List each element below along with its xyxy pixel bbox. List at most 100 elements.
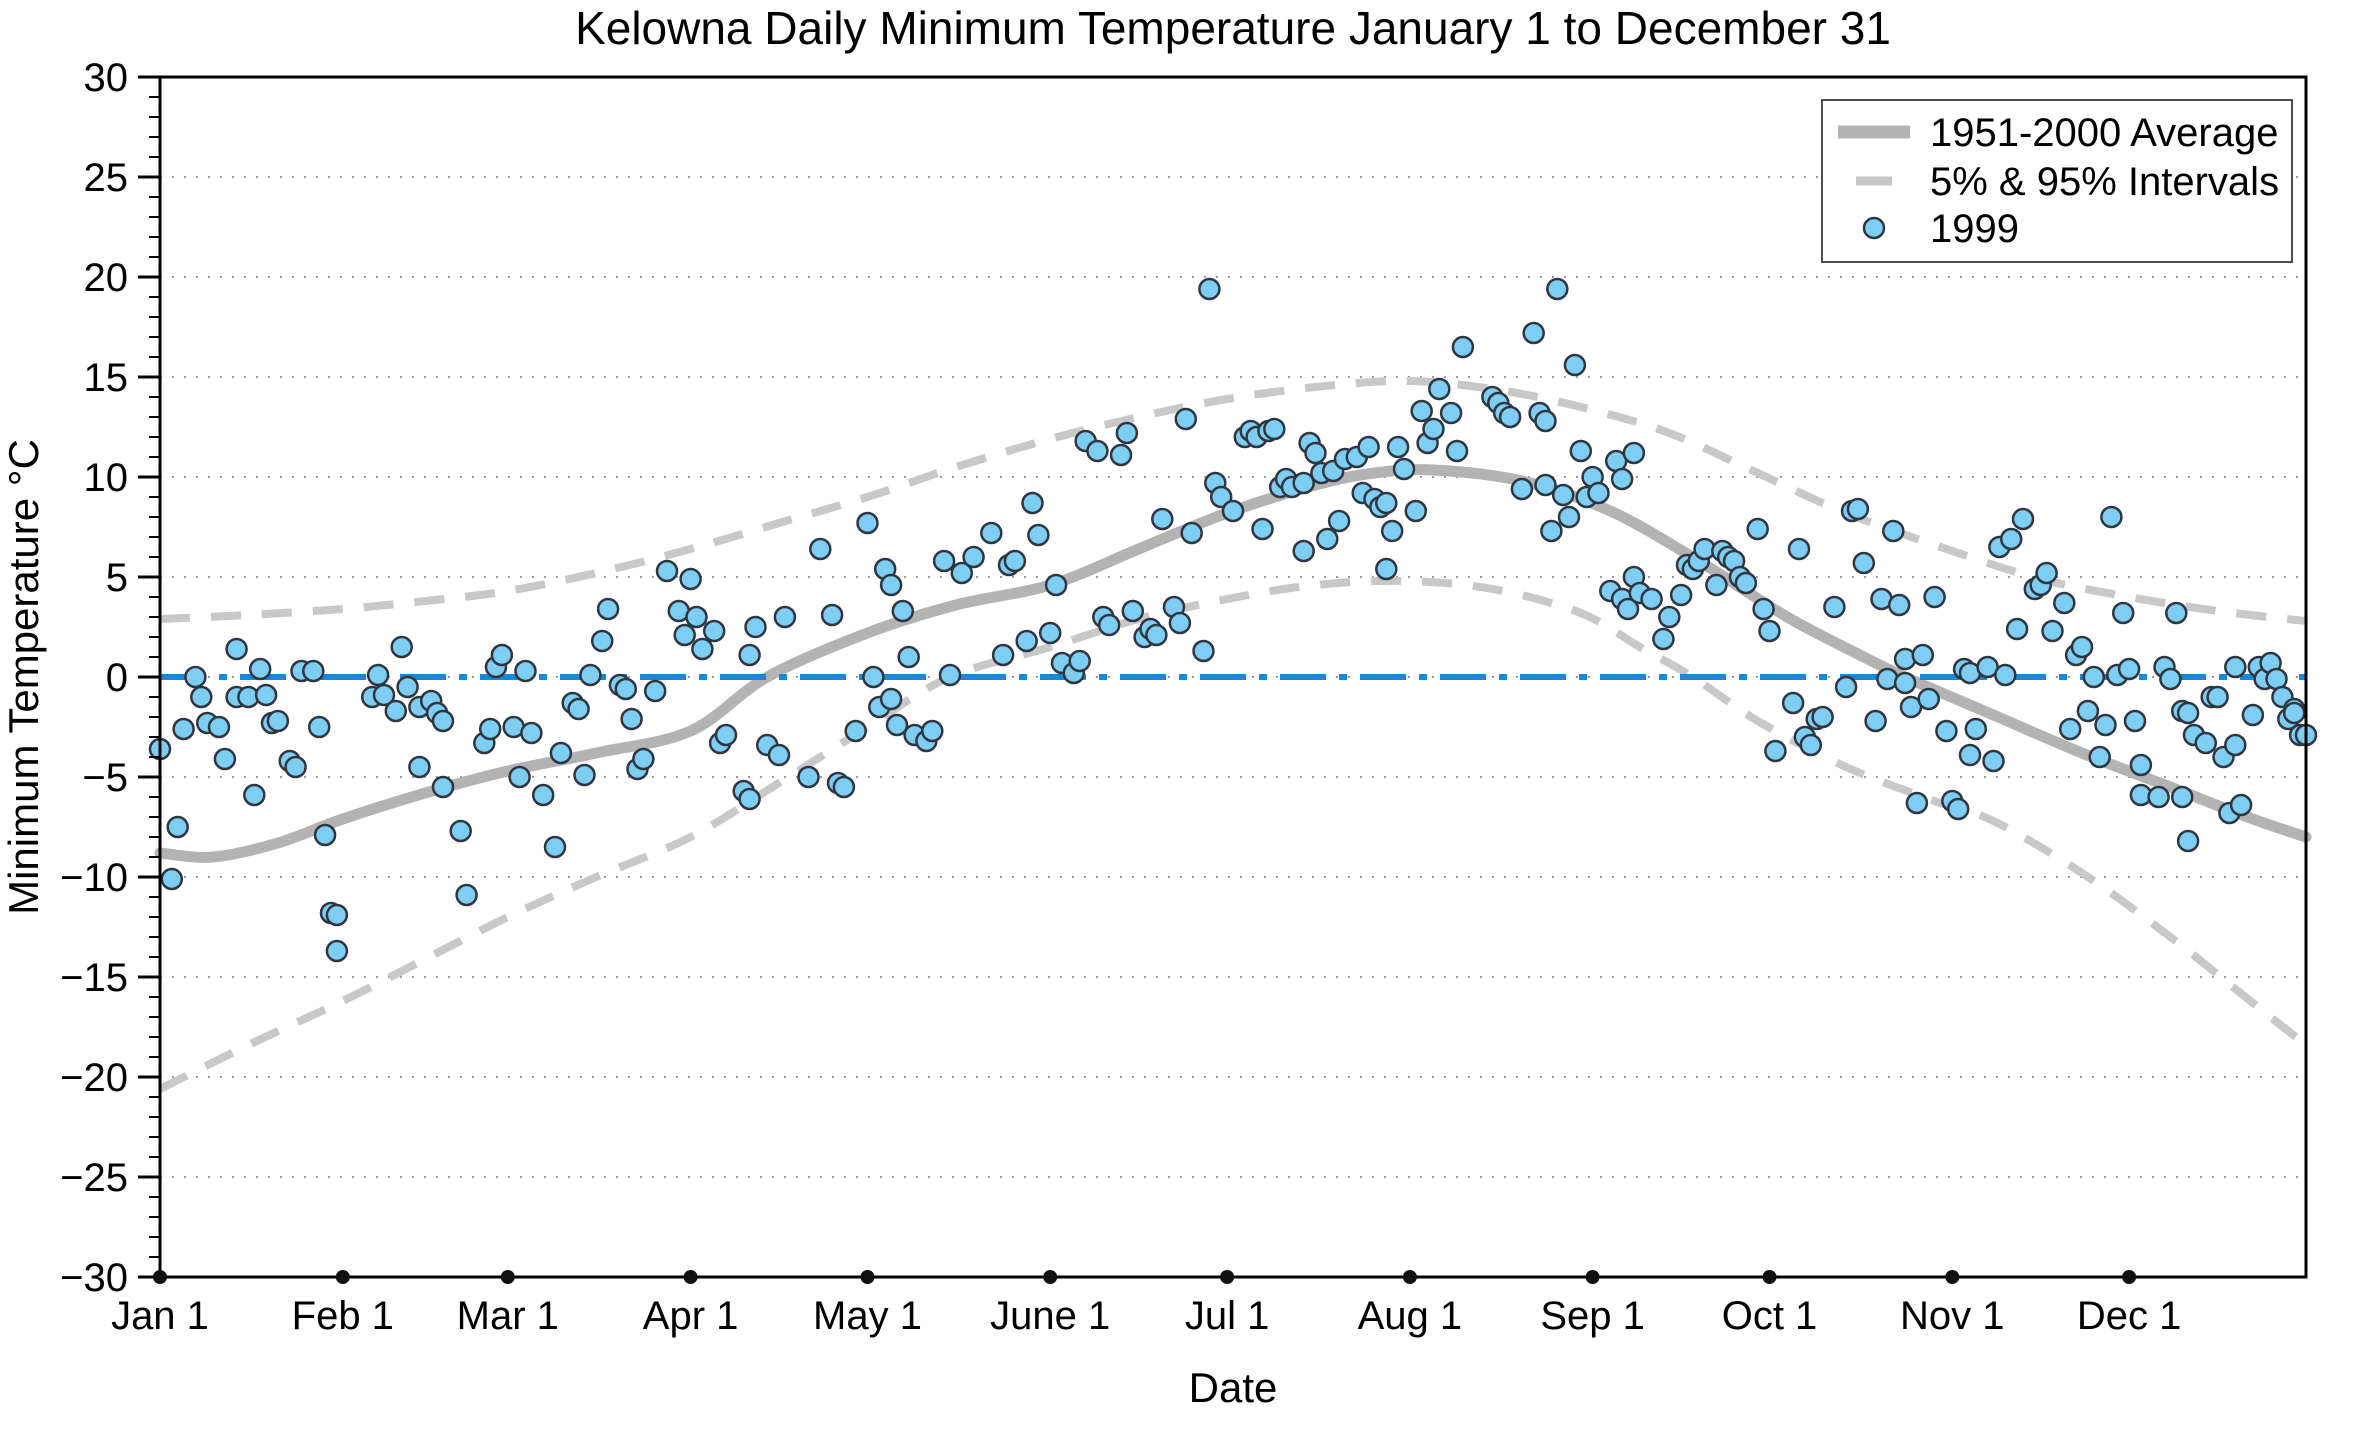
scatter-point xyxy=(738,643,761,667)
scatter-point xyxy=(797,765,820,789)
scatter-point xyxy=(2035,561,2058,585)
scatter-point xyxy=(1734,571,1758,595)
scatter-point xyxy=(2011,507,2035,531)
scatter-point xyxy=(2282,701,2306,725)
scatter-point xyxy=(531,783,555,807)
scatter-point xyxy=(543,835,567,859)
scatter-point xyxy=(862,665,885,689)
scatter-point xyxy=(1121,599,1145,623)
scatter-point xyxy=(325,903,349,927)
scatter-point xyxy=(2094,713,2117,737)
upper-interval-line xyxy=(159,376,2307,625)
scatter-point xyxy=(1151,507,1174,531)
scatter-point xyxy=(1404,499,1428,523)
scatter-point xyxy=(1669,583,1693,607)
y-tick-label: 15 xyxy=(84,356,129,400)
scatter-point xyxy=(166,815,189,839)
scatter-point xyxy=(1357,435,1380,459)
scatter-point xyxy=(962,545,985,569)
legend-intervals-label: 5% & 95% Intervals xyxy=(1930,160,2279,204)
x-tick-label: Dec 1 xyxy=(2077,1294,2182,1338)
scatter-point xyxy=(2229,793,2253,817)
scatter-point xyxy=(1834,675,1858,699)
y-tick-label: −25 xyxy=(60,1156,128,1200)
x-tick-label: Sep 1 xyxy=(1540,1294,1645,1338)
scatter-point xyxy=(2224,733,2247,757)
scatter-point xyxy=(225,637,248,661)
scatter-point xyxy=(1923,585,1946,609)
scatter-point xyxy=(980,521,1003,545)
scatter-point xyxy=(2053,591,2076,615)
scatter-point xyxy=(1546,277,1569,301)
month-dot xyxy=(1945,1270,1960,1284)
scatter-point xyxy=(549,741,573,765)
scatter-point xyxy=(1752,597,1775,621)
month-dot xyxy=(1043,1270,1058,1284)
scatter-point xyxy=(938,663,962,687)
scatter-point xyxy=(1864,709,1887,733)
scatter-point xyxy=(1198,277,1221,301)
scatter-point xyxy=(478,717,502,741)
scatter-point xyxy=(1292,471,1315,495)
scatter-point xyxy=(2176,829,2200,853)
scatter-point xyxy=(2159,667,2182,691)
scatter-point xyxy=(773,605,797,629)
scatter-point xyxy=(1510,477,1534,501)
month-dot xyxy=(335,1270,350,1284)
scatter-point xyxy=(1451,335,1475,359)
scatter-point xyxy=(172,717,195,741)
scatter-point xyxy=(1097,613,1121,637)
scatter-point xyxy=(243,783,266,807)
scatter-point xyxy=(2129,753,2153,777)
y-tick-label: 25 xyxy=(84,156,129,200)
scatter-point xyxy=(1569,439,1593,463)
scatter-point xyxy=(1380,519,1404,543)
scatter-point xyxy=(1882,519,1905,543)
scatter-point xyxy=(1999,527,2023,551)
y-tick-label: 20 xyxy=(84,256,129,300)
scatter-point xyxy=(508,765,531,789)
scatter-point xyxy=(1292,539,1315,563)
average-line xyxy=(154,464,2312,863)
scatter-point xyxy=(2170,785,2194,809)
y-tick-label: 5 xyxy=(106,556,128,600)
scatter-point xyxy=(567,697,590,721)
scatter-point xyxy=(1068,649,1091,673)
scatter-point xyxy=(1044,573,1068,597)
scatter-point xyxy=(2070,635,2094,659)
scatter-point xyxy=(579,663,602,687)
scatter-point xyxy=(1616,597,1640,621)
scatter-point xyxy=(1964,717,1988,741)
month-dot xyxy=(860,1270,875,1284)
month-dot xyxy=(1762,1270,1777,1284)
month-dot xyxy=(2122,1270,2137,1284)
scatter-point xyxy=(1534,409,1557,433)
scatter-point xyxy=(160,867,184,891)
scatter-point xyxy=(2041,619,2064,643)
scatter-point xyxy=(820,603,844,627)
scatter-point xyxy=(431,709,455,733)
lower-interval-line xyxy=(158,576,2309,1093)
x-tick-label: Jul 1 xyxy=(1185,1294,1270,1338)
scatter-point xyxy=(248,657,272,681)
scatter-point xyxy=(1534,473,1557,497)
scatter-point xyxy=(1622,441,1646,465)
scatter-point xyxy=(1781,691,1805,715)
scatter-point xyxy=(1911,643,1935,667)
y-axis-label: Minimum Temperature °C xyxy=(0,439,47,915)
scatter-point xyxy=(1251,517,1274,541)
scatter-point xyxy=(1375,557,1398,581)
scatter-point xyxy=(520,721,543,745)
scatter-point xyxy=(1109,443,1133,467)
scatter-point xyxy=(1764,739,1787,763)
scatter-point xyxy=(1003,549,1027,573)
scatter-point xyxy=(2147,785,2170,809)
x-axis-label: Date xyxy=(1189,1364,1278,1411)
scatter-point xyxy=(1015,629,1038,653)
month-dot xyxy=(1220,1270,1235,1284)
scatter-point xyxy=(767,743,791,767)
scatter-point xyxy=(1787,537,1811,561)
scatter-point xyxy=(679,567,702,591)
x-tick-label: Feb 1 xyxy=(292,1294,394,1338)
